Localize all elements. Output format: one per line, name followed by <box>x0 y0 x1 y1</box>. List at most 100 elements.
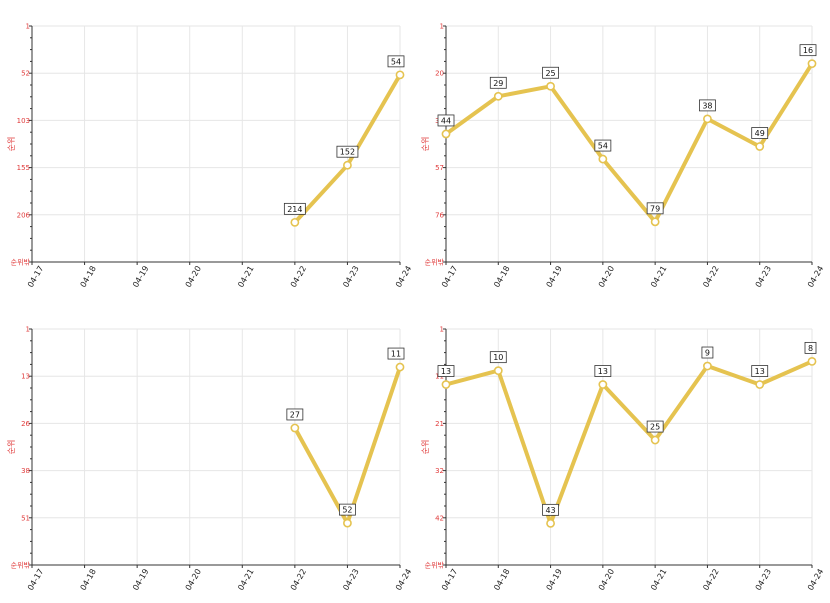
data-label-box <box>339 503 356 516</box>
x-tick-label: 04-18 <box>79 264 98 289</box>
data-label: 13 <box>441 367 451 376</box>
data-label: 54 <box>391 57 401 66</box>
data-label-box <box>387 55 405 68</box>
y-tick-label: 1 <box>440 23 444 31</box>
x-tick-label: 04-24 <box>394 567 413 592</box>
y-tick-label: 1 <box>440 326 444 334</box>
data-label: 25 <box>650 423 660 432</box>
y-tick-label: 51 <box>21 514 30 522</box>
data-point <box>395 362 405 372</box>
x-tick-label: 04-18 <box>79 567 98 592</box>
data-label: 16 <box>803 46 813 55</box>
chart-4: 111213242순위밖순위04-1704-1804-1904-2004-210… <box>421 326 825 593</box>
x-tick-label: 04-18 <box>492 567 511 592</box>
y-tick-label: 순위밖 <box>11 561 31 570</box>
data-label-box <box>594 365 612 377</box>
x-tick-label: 04-19 <box>545 264 564 289</box>
x-tick-label: 04-17 <box>440 264 459 289</box>
x-tick-label: 04-21 <box>649 264 668 289</box>
y-tick-label: 1 <box>26 23 30 31</box>
y-tick-label: 순위밖 <box>425 258 445 267</box>
data-point <box>395 70 405 80</box>
y-tick-label: 26 <box>21 420 30 428</box>
x-tick-label: 04-22 <box>701 264 720 289</box>
x-tick-label: 04-18 <box>492 264 511 289</box>
y-axis-label: 순위 <box>7 440 16 455</box>
data-label-box <box>387 347 405 360</box>
data-point <box>493 366 503 376</box>
y-tick-label: 57 <box>435 164 444 172</box>
y-axis-label: 순위 <box>7 137 16 152</box>
y-tick-label: 38 <box>21 467 30 475</box>
y-axis-label: 순위 <box>421 137 430 152</box>
x-tick-label: 04-22 <box>701 567 720 592</box>
data-label-box <box>699 99 716 112</box>
y-axis-label: 순위 <box>421 440 430 455</box>
data-label: 38 <box>702 101 712 110</box>
data-label-box <box>799 44 817 57</box>
y-tick-label: 76 <box>435 211 444 219</box>
data-point <box>441 380 451 389</box>
data-label-box <box>542 503 559 516</box>
y-tick-label: 32 <box>435 467 444 475</box>
x-tick-label: 04-24 <box>806 264 825 289</box>
x-tick-label: 04-19 <box>545 567 564 592</box>
x-tick-label: 04-21 <box>236 567 255 592</box>
y-tick-label: 순위밖 <box>11 258 31 267</box>
data-label: 13 <box>598 367 608 376</box>
data-label: 79 <box>650 204 660 213</box>
chart-3: 1 13 26 38 51 순위밖 순위 04-17 04-18 04-19 04-20 04-21 0… <box>7 326 413 593</box>
x-tick-label: 04-21 <box>649 567 668 592</box>
y-tick-label: 42 <box>435 514 444 522</box>
data-label: 49 <box>755 129 765 138</box>
x-tick-label: 04-20 <box>184 264 203 289</box>
y-tick-label: 21 <box>435 420 444 428</box>
x-tick-label: 04-17 <box>26 264 45 289</box>
data-point <box>755 380 765 389</box>
data-label: 10 <box>493 353 503 362</box>
data-label-box <box>336 145 359 158</box>
data-label-box <box>489 351 507 364</box>
x-tick-label: 04-19 <box>131 264 150 289</box>
data-point <box>343 518 352 528</box>
y-tick-label: 155 <box>17 164 30 172</box>
data-label-box <box>437 365 455 377</box>
data-point <box>546 518 555 528</box>
data-label: 52 <box>342 506 352 515</box>
data-label-box <box>751 365 769 377</box>
x-tick-label: 04-20 <box>184 567 203 592</box>
data-point <box>703 361 712 371</box>
data-point <box>807 356 817 366</box>
data-label-box <box>701 346 714 359</box>
x-tick-label: 04-22 <box>289 264 308 289</box>
data-label-box <box>286 408 304 421</box>
data-label-box <box>437 114 455 127</box>
y-tick-label: 206 <box>17 211 31 219</box>
x-tick-label: 04-17 <box>440 567 459 592</box>
data-label: 44 <box>441 116 451 125</box>
x-tick-label: 04-23 <box>341 264 360 289</box>
data-point <box>290 217 300 227</box>
x-tick-label: 04-20 <box>597 567 616 592</box>
y-tick-label: 순위밖 <box>425 561 445 570</box>
data-label: 25 <box>545 69 555 78</box>
x-tick-label: 04-19 <box>131 567 150 592</box>
data-label-box <box>804 341 817 354</box>
x-tick-label: 04-21 <box>236 264 255 289</box>
data-label-box <box>646 420 664 433</box>
data-label: 29 <box>493 79 503 88</box>
x-tick-label: 04-17 <box>26 567 45 592</box>
x-tick-label: 04-23 <box>341 567 360 592</box>
y-tick-label: 1 <box>26 326 30 334</box>
data-label: 13 <box>755 367 765 376</box>
data-point <box>598 154 608 164</box>
series-line <box>445 359 813 526</box>
data-label: 11 <box>391 350 401 359</box>
y-tick-label: 20 <box>435 70 444 78</box>
data-point <box>650 217 660 227</box>
chart-2: 120395776순위밖순위04-1704-1804-1904-2004-210… <box>421 23 825 290</box>
data-label-box <box>646 202 664 215</box>
